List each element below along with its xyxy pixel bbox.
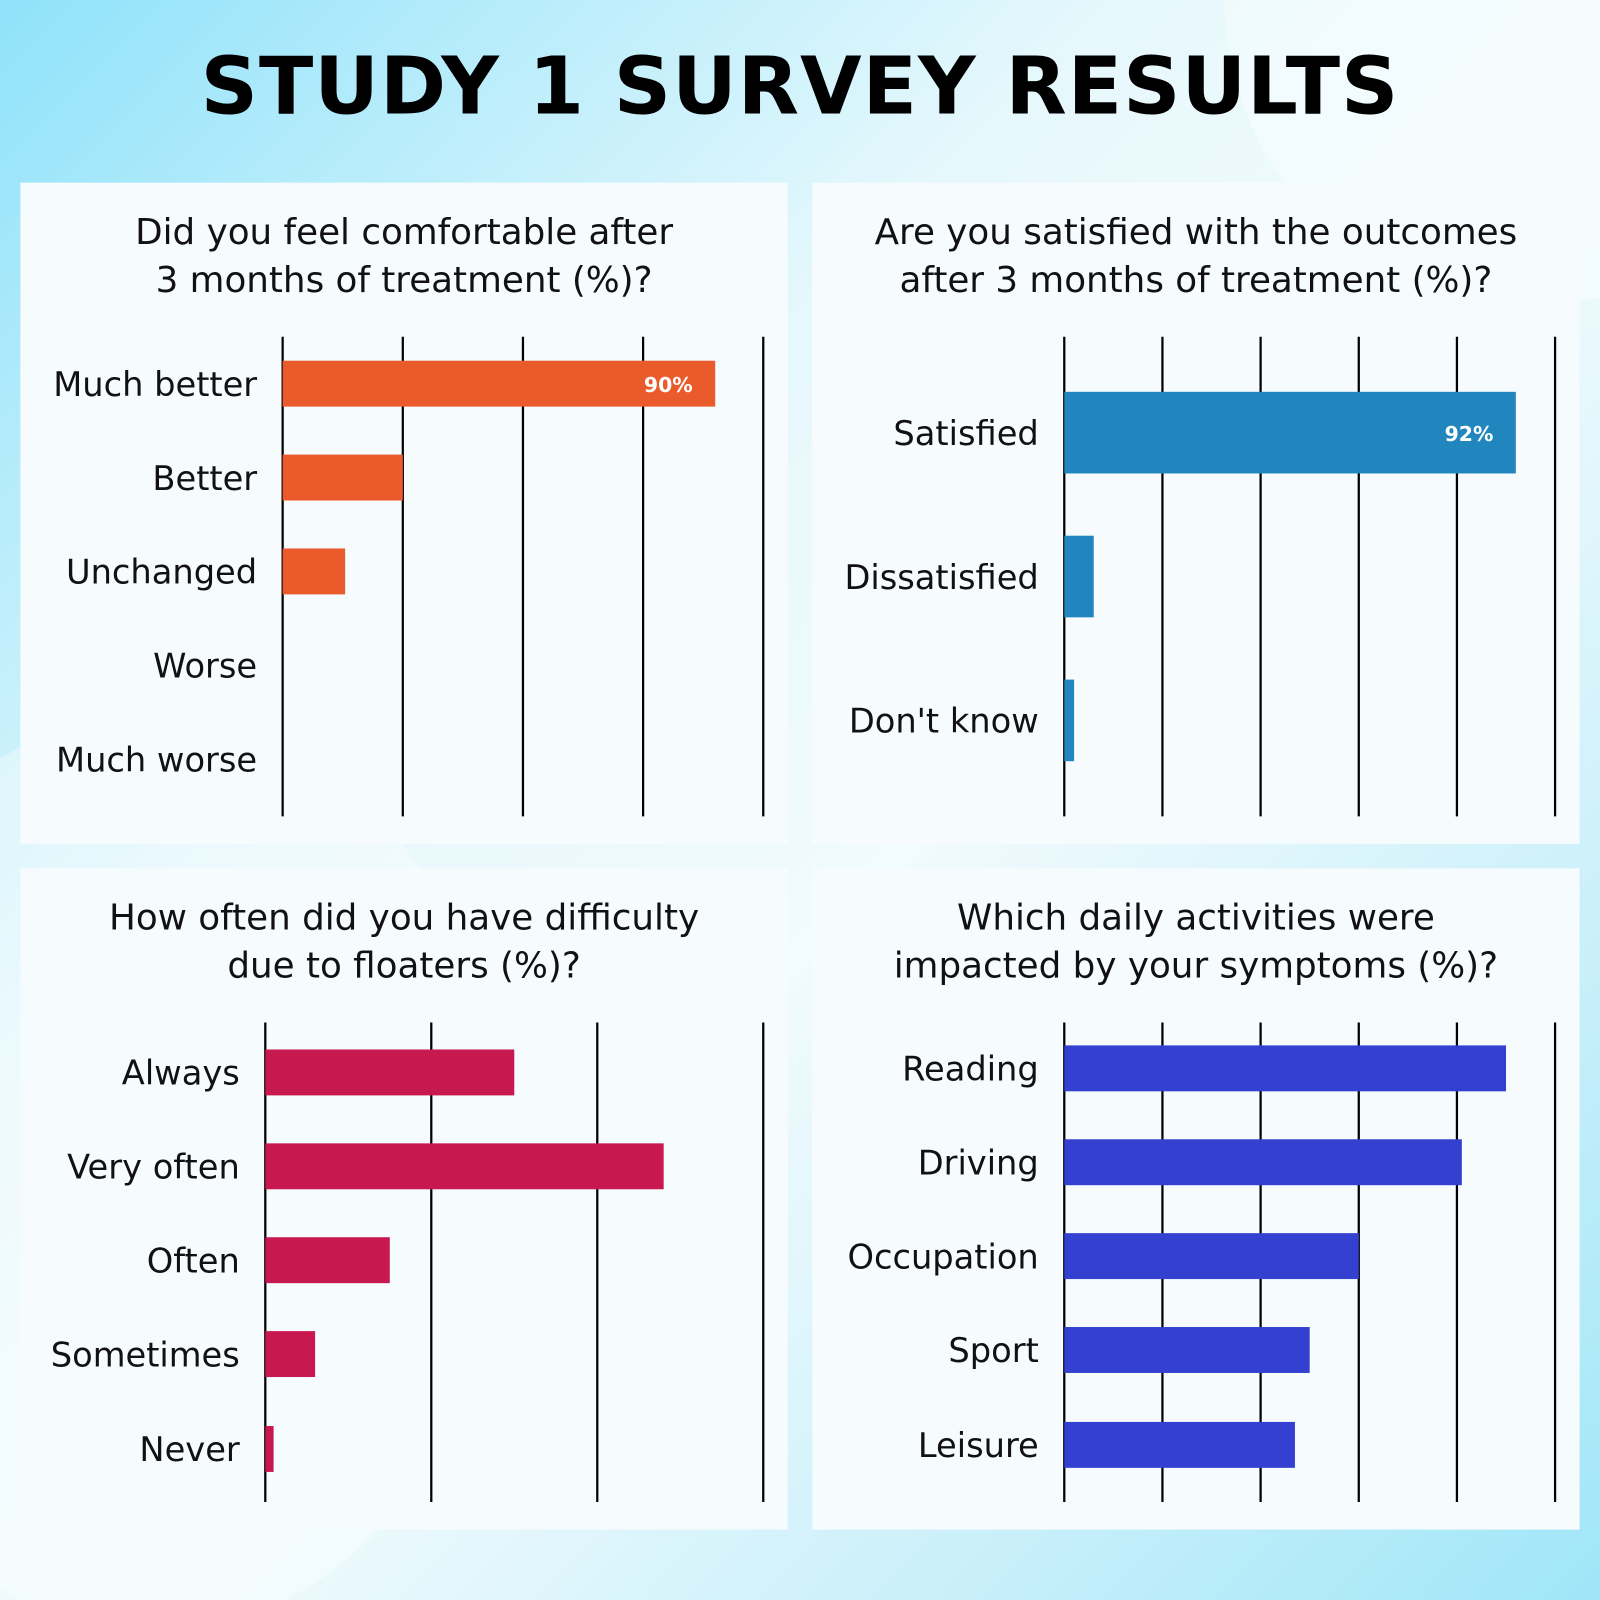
bar-always	[265, 1049, 515, 1096]
bar-better	[282, 454, 403, 501]
category-label: Leisure	[918, 1426, 1039, 1465]
bar-often	[265, 1237, 390, 1284]
category-label: Better	[152, 459, 257, 498]
bar-leisure	[1064, 1421, 1295, 1468]
data-label: 92%	[1445, 422, 1494, 446]
bar-never	[265, 1426, 274, 1472]
chart-title-line: 3 months of treatment (%)?	[155, 260, 653, 302]
category-label: Satisfied	[893, 414, 1038, 453]
category-label: Unchanged	[66, 553, 257, 592]
chart-title: Are you satisfied with the outcomes after…	[812, 209, 1579, 305]
bar-sometimes	[265, 1331, 316, 1378]
chart-title-line: Which daily activities were	[957, 897, 1435, 939]
category-label: Driving	[918, 1143, 1039, 1182]
chart-title-line: Did you feel comfortable after	[135, 212, 674, 254]
category-label: Dissatisfied	[844, 558, 1038, 597]
category-label: Much better	[53, 365, 257, 404]
category-label: Very often	[67, 1148, 240, 1187]
chart-title-line: after 3 months of treatment (%)?	[899, 260, 1493, 302]
bar-driving	[1064, 1139, 1462, 1186]
bar-occupation	[1064, 1233, 1359, 1280]
bar-very-often	[265, 1143, 664, 1190]
chart-title-line: Are you satisfied with the outcomes	[874, 212, 1518, 254]
bar-satisfied	[1064, 391, 1516, 474]
panel-activities: Which daily activities were impacted by y…	[812, 868, 1580, 1530]
bar-dissatisfied	[1064, 535, 1094, 618]
category-label: Often	[147, 1241, 240, 1280]
bar-much-better	[282, 360, 716, 407]
category-label: Don't know	[849, 702, 1039, 741]
chart-title-line: due to floaters (%)?	[227, 945, 581, 987]
category-label: Much worse	[56, 740, 257, 779]
data-label: 90%	[644, 373, 693, 397]
category-label: Always	[122, 1054, 240, 1093]
panel-comfort: Did you feel comfortable after 3 months o…	[20, 182, 788, 844]
category-label: Never	[139, 1430, 240, 1469]
category-label: Occupation	[847, 1237, 1038, 1276]
category-label: Worse	[153, 647, 257, 686]
category-label: Sport	[948, 1331, 1038, 1370]
chart-title: How often did you have difficulty due to …	[20, 895, 787, 991]
panel-satisfaction: Are you satisfied with the outcomes after…	[812, 182, 1580, 844]
bar-sport	[1064, 1327, 1310, 1373]
panel-difficulty: How often did you have difficulty due to …	[20, 868, 788, 1530]
bar-don-t-know	[1064, 679, 1075, 762]
chart-title-line: How often did you have difficulty	[109, 897, 700, 939]
page-title: STUDY 1 SURVEY RESULTS	[200, 40, 1400, 133]
chart-title-line: impacted by your symptoms (%)?	[893, 945, 1499, 987]
category-label: Reading	[902, 1050, 1039, 1089]
bar-reading	[1064, 1045, 1507, 1092]
category-label: Sometimes	[51, 1335, 240, 1374]
bar-unchanged	[282, 548, 346, 595]
chart-title: Did you feel comfortable after 3 months o…	[20, 209, 787, 305]
chart-title: Which daily activities were impacted by y…	[812, 895, 1579, 991]
